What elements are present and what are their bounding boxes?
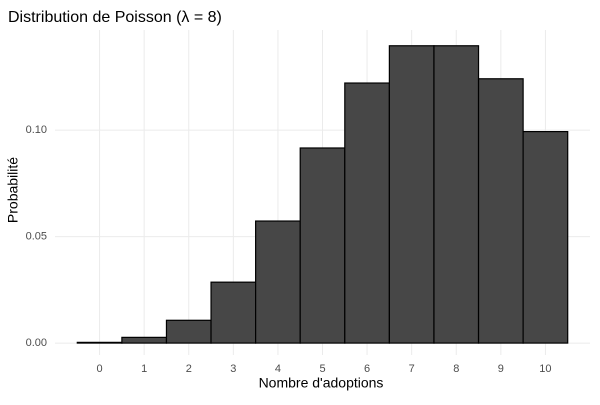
bar [76,341,123,344]
x-tick-label: 4 [275,363,281,375]
bar [255,220,301,344]
x-tick-label: 2 [186,363,192,375]
chart-title: Distribution de Poisson (λ = 8) [8,9,222,26]
bar [210,281,257,344]
x-tick-label: 1 [141,363,147,375]
x-tick-label: 6 [364,363,370,375]
bar [388,45,435,344]
x-axis-label: Nombre d'adoptions [259,375,384,391]
x-tick-label: 9 [498,363,504,375]
y-tick-label: 0.00 [26,337,47,349]
bar [165,319,212,344]
y-tick-label: 0.05 [26,230,47,242]
x-tick-label: 3 [230,363,236,375]
bar [121,336,168,344]
bar [344,82,390,344]
x-tick-label: 0 [97,363,103,375]
y-axis-label: Probabilité [5,157,21,223]
bar [433,45,480,344]
y-tick-label: 0.10 [26,124,47,136]
x-tick-label: 10 [539,363,551,375]
x-tick-label: 5 [319,363,325,375]
x-tick-label: 7 [409,363,415,375]
bar [522,130,569,344]
bar [477,78,524,344]
x-tick-label: 8 [453,363,459,375]
bar [299,147,346,344]
